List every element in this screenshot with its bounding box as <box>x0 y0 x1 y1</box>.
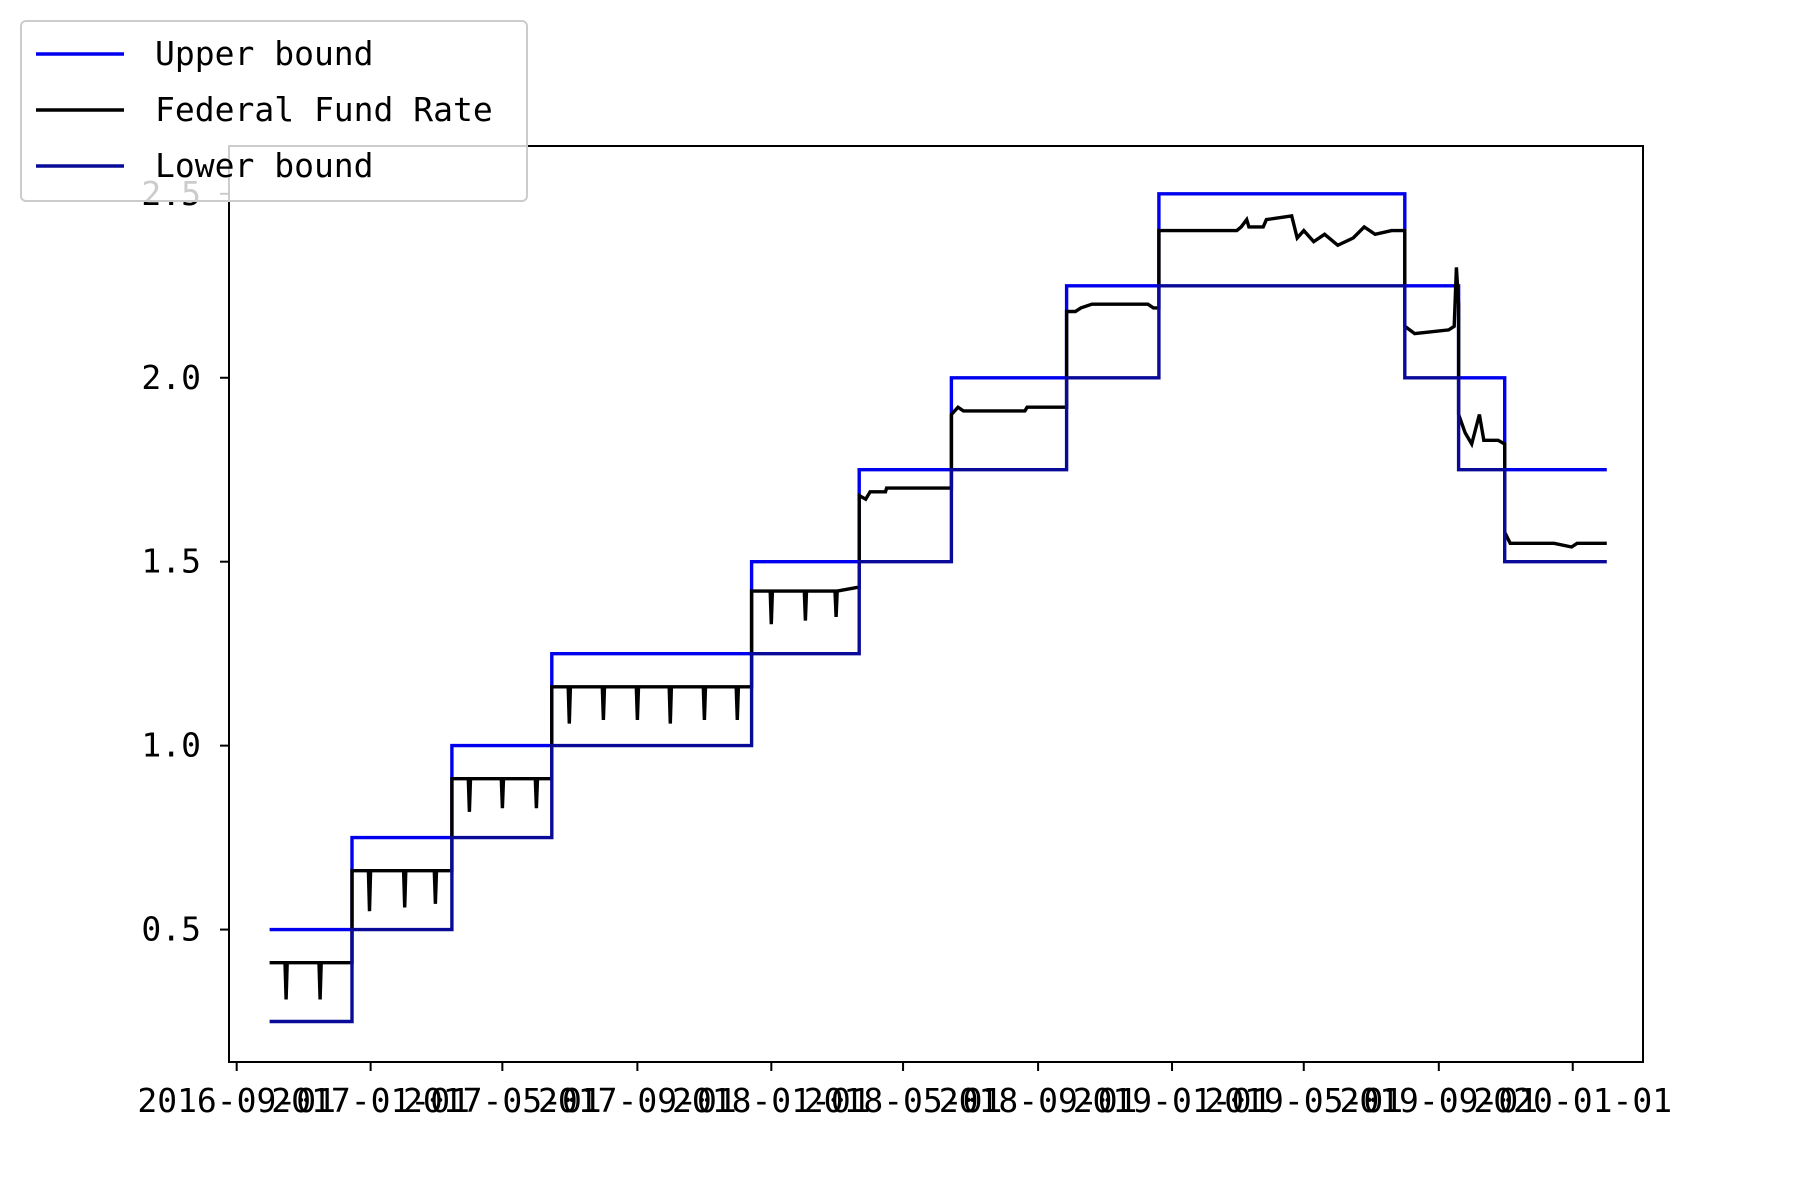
x-tick-label: 2016-09-01 <box>137 1081 336 1120</box>
x-tick-label: 2017-01-01 <box>271 1081 470 1120</box>
x-tick-label: 2018-05-01 <box>804 1081 1003 1120</box>
x-tick-label: 2018-01-01 <box>672 1081 871 1120</box>
x-tick-label: 2017-09-01 <box>538 1081 737 1120</box>
legend-label: Federal Fund Rate <box>155 90 493 129</box>
legend-box <box>20 20 528 202</box>
series-line-2 <box>269 284 1607 1024</box>
x-tick-label: 2018-09-01 <box>939 1081 1138 1120</box>
x-tick-label: 2019-05-01 <box>1204 1081 1403 1120</box>
y-tick-label: 1.0 <box>141 726 201 765</box>
x-axis: 2016-09-012017-01-012017-05-012017-09-01… <box>137 1062 1672 1120</box>
y-tick-label: 1.5 <box>141 542 201 581</box>
x-tick-label: 2019-01-01 <box>1073 1081 1272 1120</box>
legend[interactable]: Upper bound Federal Fund Rate Lower bound <box>20 20 528 202</box>
x-tick-label: 2020-01-01 <box>1473 1081 1672 1120</box>
legend-label: Upper bound <box>155 34 374 73</box>
axes-frame <box>228 145 1644 1063</box>
series-line-1 <box>269 213 1607 1000</box>
plot-lines <box>269 192 1607 1024</box>
y-tick-label: 0.5 <box>141 910 201 949</box>
y-axis: 0.51.01.52.02.5 <box>141 174 229 949</box>
x-tick-label: 2017-05-01 <box>403 1081 602 1120</box>
x-tick-label: 2019-09-01 <box>1339 1081 1538 1120</box>
legend-label: Lower bound <box>155 146 374 185</box>
y-tick-label: 2.0 <box>141 358 201 397</box>
